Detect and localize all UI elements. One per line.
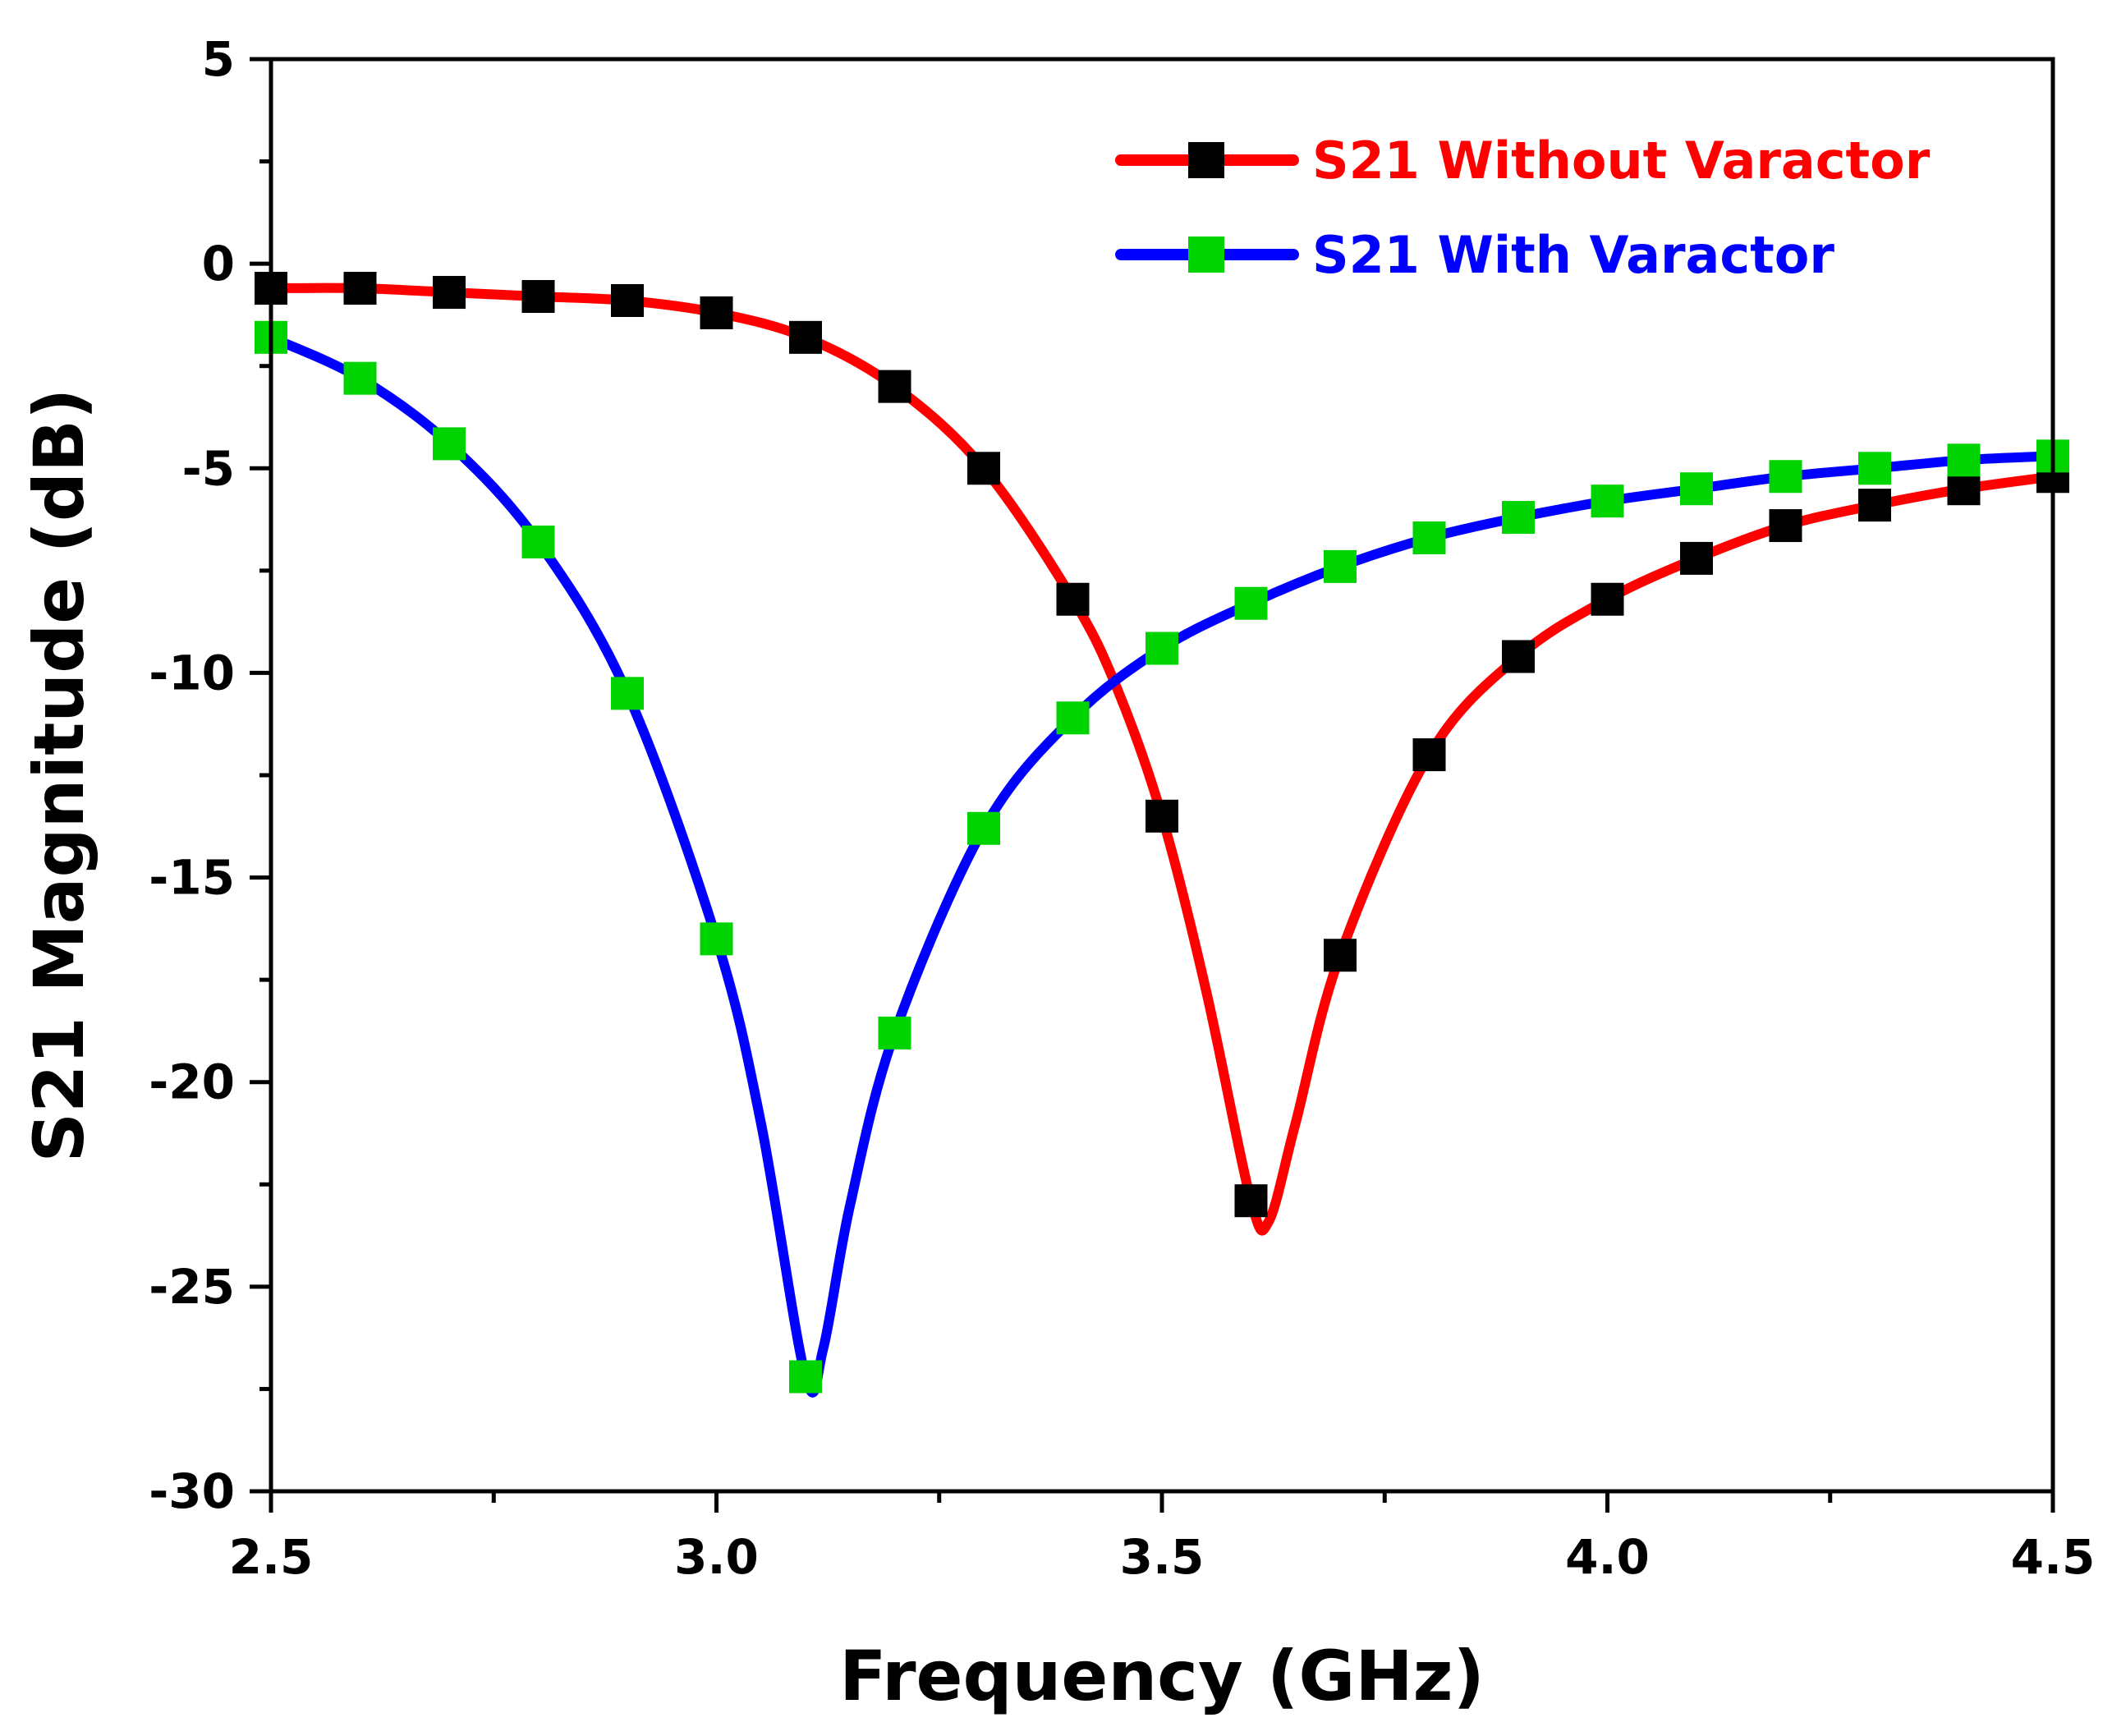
series-1-point [343,272,377,305]
series-2-point [1947,443,1981,477]
series-2-point [1234,586,1268,620]
series-1-point [1769,509,1802,543]
series-1-point [1146,799,1178,833]
series-1-point [1056,582,1090,616]
series-1-point [1591,582,1624,616]
y-tick-label: -10 [149,645,235,700]
series-1-point [611,283,644,317]
series-2-point [789,1360,822,1394]
series-2-point [1502,501,1535,535]
series-2-point [1412,521,1446,554]
series-2-point [1858,452,1891,485]
series-2-point [1056,701,1090,735]
series-2-point [1591,485,1624,518]
series-2-point [343,361,377,395]
y-tick-label: -20 [149,1054,235,1110]
series-1-point [433,276,466,310]
y-axis-title: S21 Magnitude (dB) [19,388,99,1163]
series-2-point [1769,460,1802,494]
series-2-point [700,922,733,956]
series-2-point [521,525,555,558]
series-2-point [433,427,466,461]
y-tick-label: 5 [202,31,235,87]
series-2-point [611,677,644,710]
y-tick-label: -25 [149,1259,235,1315]
x-tick-label: 3.5 [1120,1529,1205,1585]
series-1-point [878,370,911,403]
series-1-point [521,280,555,314]
legend-marker-1 [1188,142,1224,178]
y-axis-ticks: 5 0 -5 -10 -15 -20 -25 -30 [149,31,271,1519]
series-1-point [1234,1184,1268,1218]
x-tick-label: 4.5 [2011,1529,2096,1585]
y-tick-label: -30 [149,1463,235,1519]
series-2-point [967,811,1000,845]
x-tick-label: 3.0 [674,1529,759,1585]
x-tick-label: 2.5 [229,1529,314,1585]
legend-marker-2 [1188,237,1224,273]
x-axis-ticks: 2.5 3.0 3.5 4.0 4.5 [229,1491,2096,1585]
legend: S21 Without Varactor S21 With Varactor [1115,131,1931,285]
series-1-point [1412,738,1446,772]
y-tick-label: 0 [202,236,235,292]
x-axis-title: Frequency (GHz) [839,1636,1485,1716]
series-markers [255,272,2069,1394]
series-1-point [1502,640,1535,673]
series-1-point [967,452,1000,485]
series-1-point [1947,472,1981,506]
legend-label-2: S21 With Varactor [1312,225,1834,285]
series-line-1 [266,282,2058,1236]
series-1-point [789,320,822,354]
series-1-point [1324,939,1357,972]
y-tick-label: -15 [149,850,235,906]
series-1-point [700,296,733,329]
y-tick-label: -5 [182,440,235,496]
series-1-point [1680,541,1713,575]
series-2-point [1324,549,1357,583]
legend-label-1: S21 Without Varactor [1312,131,1931,191]
x-tick-label: 4.0 [1565,1529,1650,1585]
series-2-point [878,1016,911,1049]
series-1-point [1858,489,1891,522]
series-2-point [1680,472,1713,506]
series-2-point [1146,631,1178,665]
